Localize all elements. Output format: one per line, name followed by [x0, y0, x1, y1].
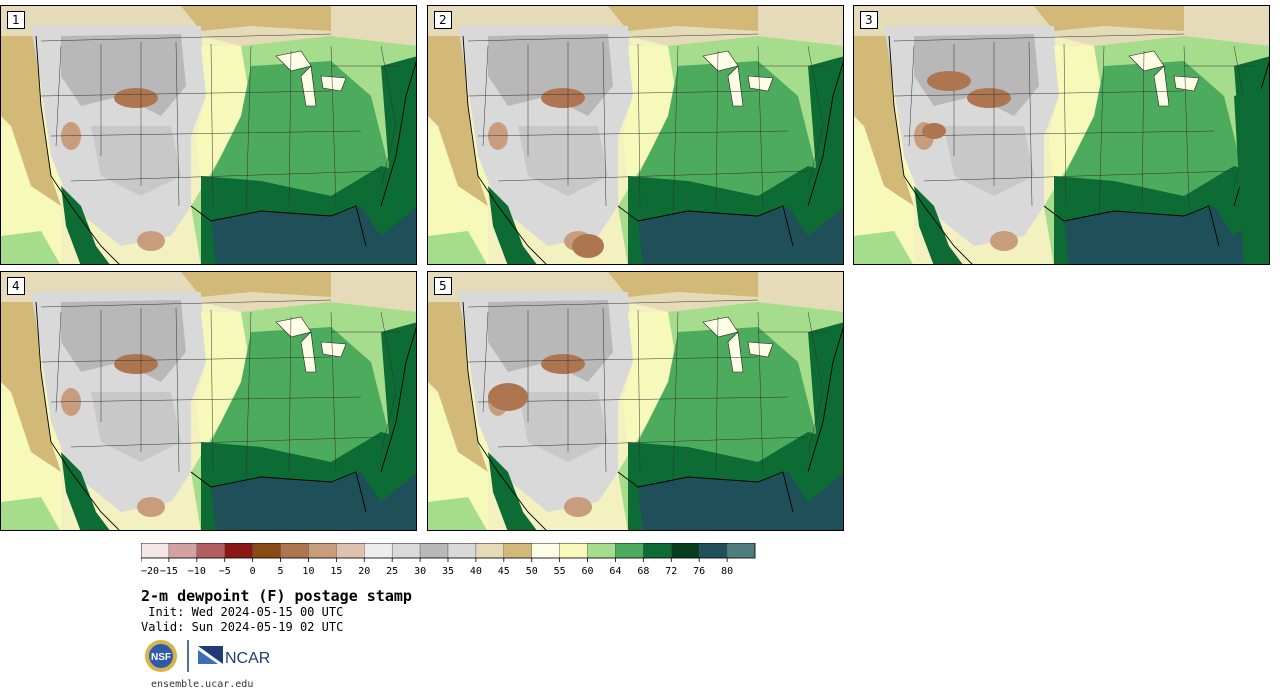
colorbar-swatch — [196, 543, 225, 559]
forecast-map-panel: 2 — [427, 5, 844, 265]
colorbar-tick-label: 72 — [665, 566, 677, 577]
colorbar-tick-label: −5 — [219, 566, 231, 577]
forecast-map-panel: 4 — [0, 271, 417, 531]
dewpoint-map — [428, 272, 843, 530]
colorbar-swatch — [364, 543, 393, 559]
colorbar-swatch — [391, 543, 421, 559]
colorbar-swatch — [252, 543, 281, 559]
panel-number: 4 — [7, 277, 25, 295]
colorbar-tick-label: 50 — [526, 566, 538, 577]
colorbar-tick-label: 40 — [470, 566, 482, 577]
colorbar-swatch — [531, 543, 560, 559]
colorbar-swatch — [671, 543, 700, 559]
panel-number: 3 — [860, 11, 878, 29]
colorbar-swatch — [726, 543, 756, 559]
colorbar-swatch — [587, 543, 616, 559]
colorbar-tick-label: −15 — [160, 566, 178, 577]
colorbar-tick-label: 10 — [302, 566, 314, 577]
nsf-logo: NSF — [145, 640, 177, 672]
colorbar-swatch — [141, 543, 170, 559]
panel-number: 1 — [7, 11, 25, 29]
colorbar-tick-label: 60 — [582, 566, 594, 577]
colorbar-swatch — [308, 543, 337, 559]
panel-number: 5 — [434, 277, 452, 295]
panel-number: 2 — [434, 11, 452, 29]
nsf-text: NSF — [151, 652, 171, 663]
colorbar-swatch — [419, 543, 449, 559]
dewpoint-map — [428, 6, 843, 264]
colorbar-tick-label: −10 — [188, 566, 206, 577]
site-url: ensemble.ucar.edu — [151, 679, 254, 690]
colorbar-swatch — [698, 543, 728, 559]
ncar-text: NCAR — [225, 650, 270, 667]
colorbar-tick-label: 35 — [442, 566, 454, 577]
colorbar-tick-label: −20 — [141, 566, 159, 577]
colorbar-swatch — [643, 543, 672, 559]
colorbar-swatch — [559, 543, 588, 559]
plot-title: 2-m dewpoint (F) postage stamp — [141, 587, 412, 605]
colorbar-tick-label: 55 — [554, 566, 566, 577]
colorbar-tick-label: 5 — [278, 566, 284, 577]
colorbar-tick-label: 68 — [637, 566, 649, 577]
colorbar-tick-label: 80 — [721, 566, 733, 577]
colorbar-tick-label: 15 — [330, 566, 342, 577]
colorbar-swatch — [224, 543, 253, 559]
sponsor-logos: NSF NCAR — [145, 640, 270, 672]
colorbar-tick-label: 64 — [609, 566, 621, 577]
colorbar-swatch — [475, 543, 505, 559]
colorbar-tick-label: 45 — [498, 566, 510, 577]
colorbar-swatch — [168, 543, 198, 559]
forecast-map-panel: 5 — [427, 271, 844, 531]
forecast-map-panel: 3 — [853, 5, 1270, 265]
colorbar-tick-label: 25 — [386, 566, 398, 577]
ncar-logo: NCAR — [198, 646, 270, 667]
colorbar-swatch — [336, 543, 365, 559]
colorbar-swatch — [280, 543, 309, 559]
colorbar-tick-label: 30 — [414, 566, 426, 577]
colorbar-tick-label: 0 — [250, 566, 256, 577]
colorbar-tick-label: 76 — [693, 566, 705, 577]
dewpoint-map — [1, 6, 416, 264]
colorbar-swatch — [615, 543, 644, 559]
forecast-map-panel: 1 — [0, 5, 417, 265]
colorbar-swatch — [503, 543, 532, 559]
colorbar-swatch — [447, 543, 477, 559]
colorbar: −20 −15 −10 −5 0 5 10 15 20 25 30 35 40 45 50 55 60 64 68 7… — [141, 543, 756, 577]
colorbar-tick-label: 20 — [358, 566, 370, 577]
valid-time: Valid: Sun 2024-05-19 02 UTC — [141, 620, 344, 634]
dewpoint-map — [854, 6, 1269, 264]
dewpoint-map — [1, 272, 416, 530]
init-time: Init: Wed 2024-05-15 00 UTC — [141, 605, 344, 619]
